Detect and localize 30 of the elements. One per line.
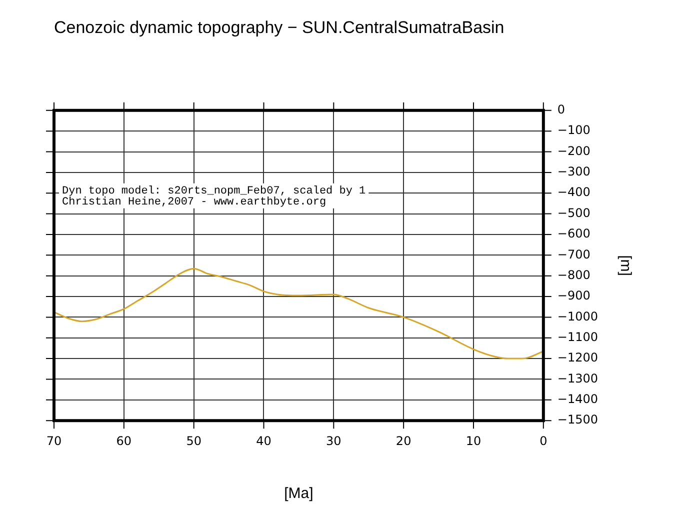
annotation: Christian Heine,2007 - www.earthbyte.org — [62, 196, 326, 208]
x-tick-label: 30 — [326, 434, 342, 448]
y-tick-label: −900 — [557, 288, 590, 303]
y-tick-label: −100 — [557, 123, 590, 138]
chart-title: Cenozoic dynamic topography − SUN.CentralSumatraBasin — [54, 18, 504, 37]
y-tick-label: −700 — [557, 247, 590, 262]
x-tick-label: 70 — [46, 434, 62, 448]
x-tick-label: 0 — [540, 434, 548, 448]
y-tick-label: −300 — [557, 164, 590, 179]
y-tick-label: −500 — [557, 206, 590, 220]
y-tick-label: −1100 — [557, 330, 598, 344]
x-tick-label: 40 — [256, 434, 272, 448]
x-tick-label: 10 — [466, 434, 482, 448]
y-tick-label: −800 — [557, 268, 590, 282]
y-tick-label: −1300 — [557, 371, 598, 386]
x-tick-label: 60 — [116, 434, 132, 448]
y-tick-label: −1000 — [557, 309, 598, 324]
x-axis-title: [Ma] — [284, 485, 314, 502]
y-tick-label: −1500 — [557, 412, 598, 427]
line-series — [54, 268, 544, 360]
y-tick-label: −200 — [557, 144, 590, 158]
y-tick-label: −1400 — [557, 392, 598, 406]
y-tick-label: −400 — [557, 185, 590, 200]
annotation: Dyn topo model: s20rts_nopm_Feb07, scaled by 1 — [62, 185, 366, 198]
x-tick-label: 20 — [396, 434, 412, 448]
y-tick-label: 0 — [557, 102, 566, 117]
y-tick-label: −600 — [557, 226, 590, 241]
x-tick-label: 50 — [186, 434, 202, 448]
y-axis-title: [m] — [616, 255, 634, 276]
y-tick-label: −1200 — [557, 350, 598, 365]
